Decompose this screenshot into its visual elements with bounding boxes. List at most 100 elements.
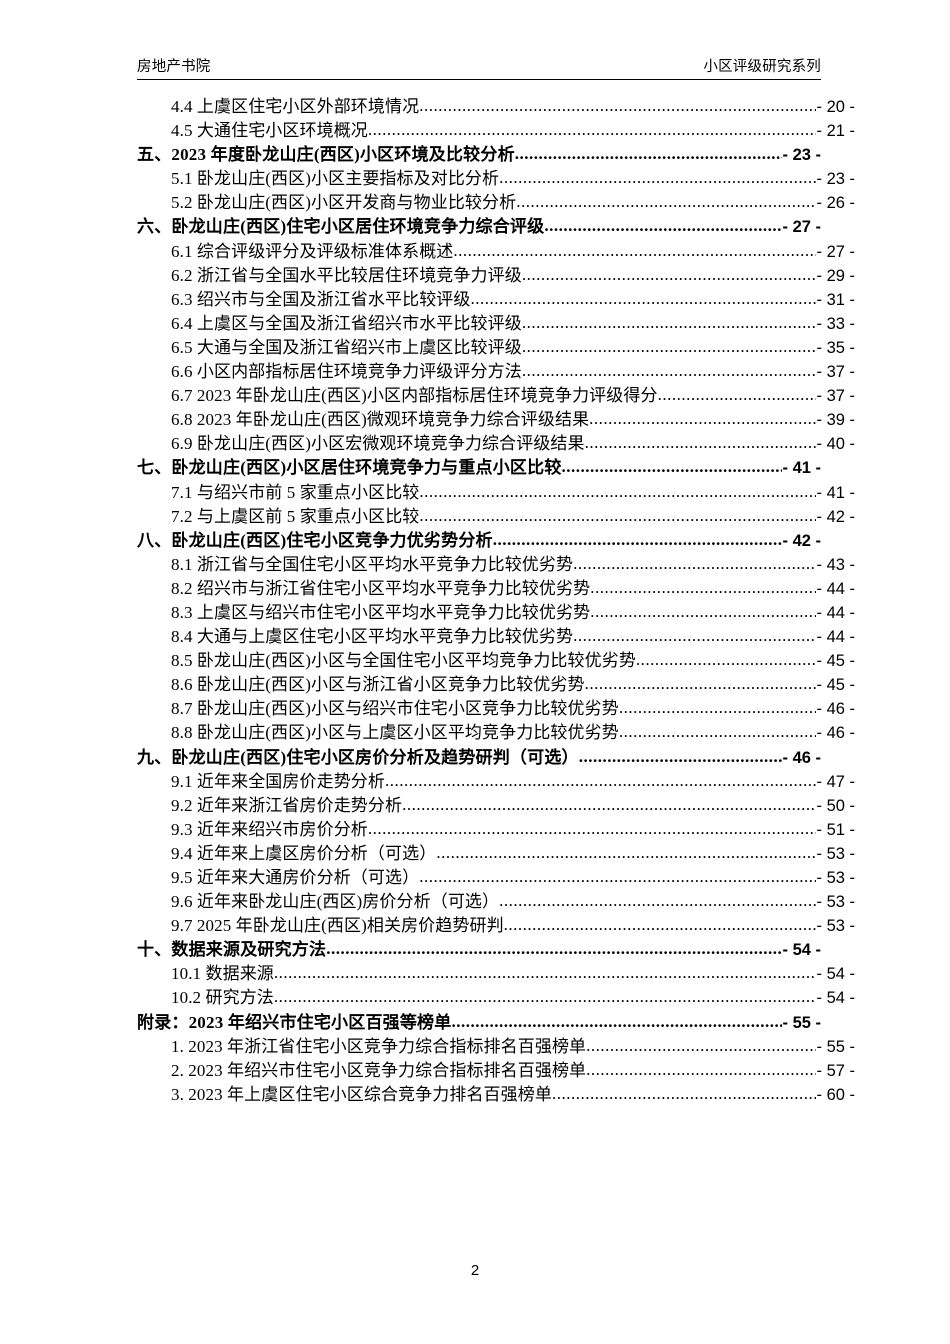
toc-entry-page-number: - 43 -	[816, 555, 855, 574]
toc-entry[interactable]: 五、2023 年度卧龙山庄(西区)小区环境及比较分析 - 23 -	[137, 143, 821, 167]
toc-entry[interactable]: 附录：2023 年绍兴市住宅小区百强等榜单 - 55 -	[137, 1011, 821, 1035]
toc-leader-dots	[619, 697, 817, 720]
toc-leader-dots	[658, 384, 817, 407]
toc-entry-page-number: - 27 -	[782, 218, 821, 237]
toc-entry-page-number: - 23 -	[816, 170, 855, 189]
toc-leader-dots	[504, 914, 817, 937]
toc-leader-dots	[419, 505, 816, 528]
toc-entry[interactable]: 10.1 数据来源 - 54 -	[137, 962, 855, 986]
toc-entry[interactable]: 8.7 卧龙山庄(西区)小区与绍兴市住宅小区竞争力比较优劣势 - 46 -	[137, 697, 855, 721]
toc-entry[interactable]: 6.7 2023 年卧龙山庄(西区)小区内部指标居住环境竞争力评级得分 - 37 …	[137, 384, 855, 408]
toc-leader-dots	[499, 890, 816, 913]
page-footer: 2	[0, 1262, 950, 1279]
toc-entry-page-number: - 45 -	[816, 676, 855, 695]
toc-entry[interactable]: 6.2 浙江省与全国水平比较居住环境竞争力评级 - 29 -	[137, 264, 855, 288]
toc-entry-label: 8.4 大通与上虞区住宅小区平均水平竞争力比较优劣势	[171, 627, 574, 647]
toc-leader-dots	[419, 866, 816, 889]
toc-entry[interactable]: 六、卧龙山庄(西区)住宅小区居住环境竞争力综合评级 - 27 -	[137, 215, 821, 239]
toc-entry[interactable]: 8.2 绍兴市与浙江省住宅小区平均水平竞争力比较优劣势 - 44 -	[137, 577, 855, 601]
toc-entry[interactable]: 8.5 卧龙山庄(西区)小区与全国住宅小区平均竞争力比较优劣势 - 45 -	[137, 649, 855, 673]
toc-leader-dots	[274, 986, 817, 1009]
toc-entry-page-number: - 44 -	[816, 603, 855, 622]
toc-leader-dots	[368, 818, 817, 841]
toc-entry-label: 9.7 2025 年卧龙山庄(西区)相关房价趋势研判	[171, 916, 504, 936]
toc-entry-page-number: - 42 -	[816, 507, 855, 526]
toc-entry-page-number: - 53 -	[816, 844, 855, 863]
toc-entry[interactable]: 6.4 上虞区与全国及浙江省绍兴市水平比较评级 - 33 -	[137, 312, 855, 336]
toc-entry[interactable]: 9.2 近年来浙江省房价走势分析 - 50 -	[137, 794, 855, 818]
toc-entry[interactable]: 6.1 综合评级评分及评级标准体系概述 - 27 -	[137, 240, 855, 264]
toc-entry[interactable]: 9.1 近年来全国房价走势分析 - 47 -	[137, 770, 855, 794]
toc-entry[interactable]: 6.9 卧龙山庄(西区)小区宏微观环境竞争力综合评级结果 - 40 -	[137, 432, 855, 456]
toc-entry[interactable]: 8.6 卧龙山庄(西区)小区与浙江省小区竞争力比较优劣势 - 45 -	[137, 673, 855, 697]
toc-entry[interactable]: 九、卧龙山庄(西区)住宅小区房价分析及趋势研判（可选） - 46 -	[137, 746, 821, 770]
toc-entry[interactable]: 4.4 上虞区住宅小区外部环境情况 - 20 -	[137, 95, 855, 119]
toc-leader-dots	[516, 191, 816, 214]
toc-entry-page-number: - 35 -	[816, 338, 855, 357]
toc-entry[interactable]: 3. 2023 年上虞区住宅小区综合竞争力排名百强榜单 - 60 -	[137, 1083, 855, 1107]
toc-leader-dots	[522, 264, 817, 287]
toc-leader-dots	[619, 721, 817, 744]
toc-entry[interactable]: 9.5 近年来大通房价分析（可选） - 53 -	[137, 866, 855, 890]
toc-entry[interactable]: 8.1 浙江省与全国住宅小区平均水平竞争力比较优劣势 - 43 -	[137, 553, 855, 577]
toc-entry-page-number: - 31 -	[816, 290, 855, 309]
toc-entry-page-number: - 53 -	[816, 869, 855, 887]
toc-entry-label: 五、2023 年度卧龙山庄(西区)小区环境及比较分析	[137, 145, 515, 165]
toc-entry-label: 6.8 2023 年卧龙山庄(西区)微观环境竞争力综合评级结果	[171, 410, 590, 430]
toc-entry[interactable]: 七、卧龙山庄(西区)小区居住环境竞争力与重点小区比较 - 41 -	[137, 456, 821, 480]
toc-entry-page-number: - 42 -	[782, 531, 821, 550]
toc-entry[interactable]: 6.5 大通与全国及浙江省绍兴市上虞区比较评级 - 35 -	[137, 336, 855, 360]
toc-entry-label: 七、卧龙山庄(西区)小区居住环境竞争力与重点小区比较	[137, 458, 562, 478]
toc-leader-dots	[552, 1083, 817, 1106]
toc-entry[interactable]: 7.2 与上虞区前 5 家重点小区比较 - 42 -	[137, 505, 855, 529]
toc-leader-dots	[586, 1035, 816, 1058]
toc-entry-page-number: - 29 -	[816, 266, 855, 285]
toc-entry[interactable]: 6.8 2023 年卧龙山庄(西区)微观环境竞争力综合评级结果 - 39 -	[137, 408, 855, 432]
toc-entry[interactable]: 1. 2023 年浙江省住宅小区竞争力综合指标排名百强榜单 - 55 -	[137, 1035, 855, 1059]
toc-entry-label: 6.7 2023 年卧龙山庄(西区)小区内部指标居住环境竞争力评级得分	[171, 386, 658, 406]
toc-entry-page-number: - 44 -	[816, 579, 855, 598]
toc-entry-page-number: - 37 -	[816, 363, 855, 382]
toc-entry[interactable]: 8.8 卧龙山庄(西区)小区与上虞区小区平均竞争力比较优劣势 - 46 -	[137, 721, 855, 745]
toc-entry[interactable]: 9.6 近年来卧龙山庄(西区)房价分析（可选） - 53 -	[137, 890, 855, 914]
toc-entry-label: 6.3 绍兴市与全国及浙江省水平比较评级	[171, 289, 471, 309]
toc-leader-dots	[636, 649, 817, 672]
toc-entry[interactable]: 7.1 与绍兴市前 5 家重点小区比较 - 41 -	[137, 481, 855, 505]
toc-entry-page-number: - 54 -	[816, 965, 855, 984]
toc-entry[interactable]: 9.7 2025 年卧龙山庄(西区)相关房价趋势研判 - 53 -	[137, 914, 855, 938]
toc-leader-dots	[590, 601, 816, 624]
toc-entry-label: 5.2 卧龙山庄(西区)小区开发商与物业比较分析	[171, 193, 517, 213]
toc-entry-page-number: - 55 -	[816, 1037, 855, 1056]
toc-entry-label: 6.1 综合评级评分及评级标准体系概述	[171, 241, 454, 261]
toc-entry-page-number: - 26 -	[816, 194, 855, 213]
toc-entry[interactable]: 9.4 近年来上虞区房价分析（可选） - 53 -	[137, 842, 855, 866]
toc-leader-dots	[274, 962, 817, 985]
toc-leader-dots	[453, 240, 816, 263]
toc-entry[interactable]: 八、卧龙山庄(西区)住宅小区竞争力优劣势分析 - 42 -	[137, 529, 821, 553]
toc-entry-page-number: - 40 -	[816, 435, 855, 454]
toc-entry[interactable]: 8.3 上虞区与绍兴市住宅小区平均水平竞争力比较优劣势 - 44 -	[137, 601, 855, 625]
toc-leader-dots	[544, 215, 782, 238]
toc-entry-page-number: - 41 -	[816, 483, 855, 502]
toc-entry-page-number: - 53 -	[816, 893, 855, 912]
toc-entry-label: 4.5 大通住宅小区环境概况	[171, 121, 368, 141]
toc-leader-dots	[579, 746, 783, 769]
toc-leader-dots	[589, 408, 816, 431]
toc-entry[interactable]: 十、数据来源及研究方法 - 54 -	[137, 938, 821, 962]
page-number: 2	[470, 1262, 480, 1279]
toc-entry[interactable]: 6.3 绍兴市与全国及浙江省水平比较评级 - 31 -	[137, 288, 855, 312]
toc-entry[interactable]: 2. 2023 年绍兴市住宅小区竞争力综合指标排名百强榜单 - 57 -	[137, 1059, 855, 1083]
toc-leader-dots	[585, 432, 817, 455]
toc-leader-dots	[402, 794, 816, 817]
toc-entry[interactable]: 5.2 卧龙山庄(西区)小区开发商与物业比较分析 - 26 -	[137, 191, 855, 215]
toc-entry[interactable]: 10.2 研究方法 - 54 -	[137, 986, 855, 1010]
toc-entry[interactable]: 5.1 卧龙山庄(西区)小区主要指标及对比分析 - 23 -	[137, 167, 855, 191]
toc-entry-label: 8.5 卧龙山庄(西区)小区与全国住宅小区平均竞争力比较优劣势	[171, 651, 636, 671]
toc-entry[interactable]: 8.4 大通与上虞区住宅小区平均水平竞争力比较优劣势 - 44 -	[137, 625, 855, 649]
toc-entry[interactable]: 6.6 小区内部指标居住环境竞争力评级评分方法 - 37 -	[137, 360, 855, 384]
toc-leader-dots	[471, 288, 817, 311]
toc-leader-dots	[586, 1059, 816, 1082]
toc-entry[interactable]: 9.3 近年来绍兴市房价分析 - 51 -	[137, 818, 855, 842]
toc-entry-page-number: - 44 -	[816, 628, 855, 647]
toc-entry[interactable]: 4.5 大通住宅小区环境概况 - 21 -	[137, 119, 855, 143]
